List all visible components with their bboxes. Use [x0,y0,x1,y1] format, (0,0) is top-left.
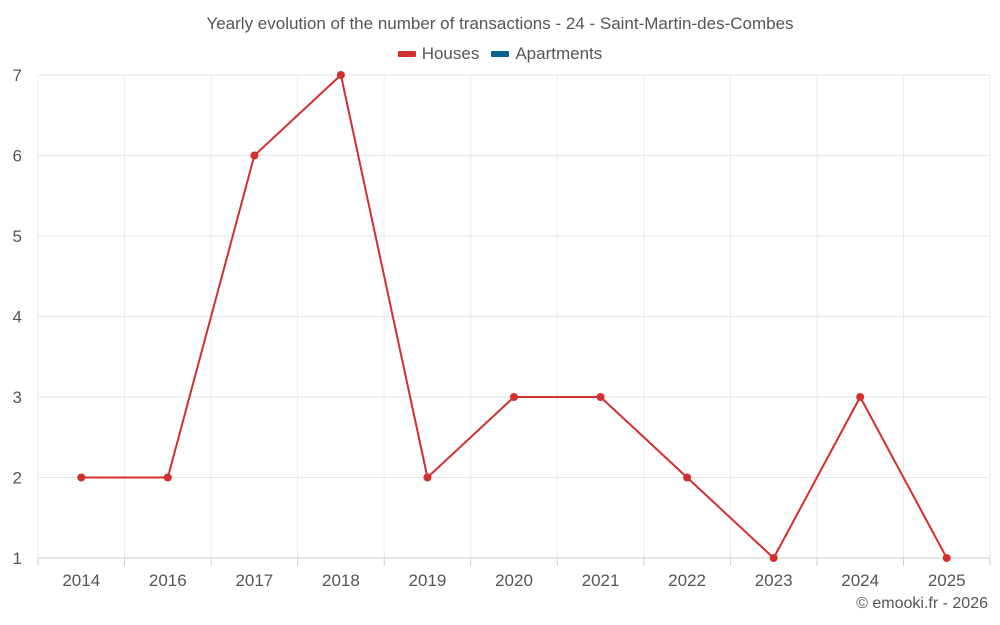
series [77,71,951,562]
x-tick-label: 2021 [582,571,620,590]
legend: Houses Apartments [0,44,1000,64]
data-point[interactable] [423,473,432,482]
y-tick-label: 2 [13,469,22,488]
x-tick-label: 2018 [322,571,360,590]
legend-label-apartments: Apartments [515,44,603,63]
x-tick-label: 2017 [235,571,273,590]
y-tick-label: 1 [13,549,22,568]
x-tick-label: 2019 [409,571,447,590]
chart-title: Yearly evolution of the number of transa… [206,14,794,33]
x-tick-label: 2016 [149,571,187,590]
data-point[interactable] [683,473,692,482]
axes: 1 2 3 4 5 6 7 2014 2016 2017 2018 2019 2020 2021 2022 2… [13,66,991,590]
data-point[interactable] [250,151,259,160]
legend-item-houses[interactable]: Houses [397,44,480,64]
x-tick-label: 2022 [668,571,706,590]
legend-item-apartments[interactable]: Apartments [491,44,602,64]
credits: © emooki.fr - 2026 [856,595,988,612]
data-point[interactable] [769,554,778,562]
legend-swatch-houses [397,51,416,57]
y-tick-label: 5 [13,227,22,246]
data-point[interactable] [596,393,605,401]
y-tick-label: 6 [13,147,22,166]
data-point[interactable] [163,473,172,482]
x-tick-label: 2025 [928,571,966,590]
data-point[interactable] [336,71,345,79]
data-point[interactable] [510,393,518,401]
data-point[interactable] [77,473,86,482]
x-tick-label: 2024 [841,571,879,590]
y-tick-label: 3 [13,388,22,407]
x-tick-label: 2014 [62,571,100,590]
y-tick-label: 4 [13,308,22,327]
legend-label-houses: Houses [421,44,480,63]
x-tick-label: 2020 [495,571,533,590]
data-point[interactable] [856,393,865,401]
x-tick-label: 2023 [755,571,793,590]
grid [37,74,991,558]
legend-swatch-apartments [491,51,510,57]
y-tick-label: 7 [13,66,22,85]
data-point[interactable] [942,554,951,562]
